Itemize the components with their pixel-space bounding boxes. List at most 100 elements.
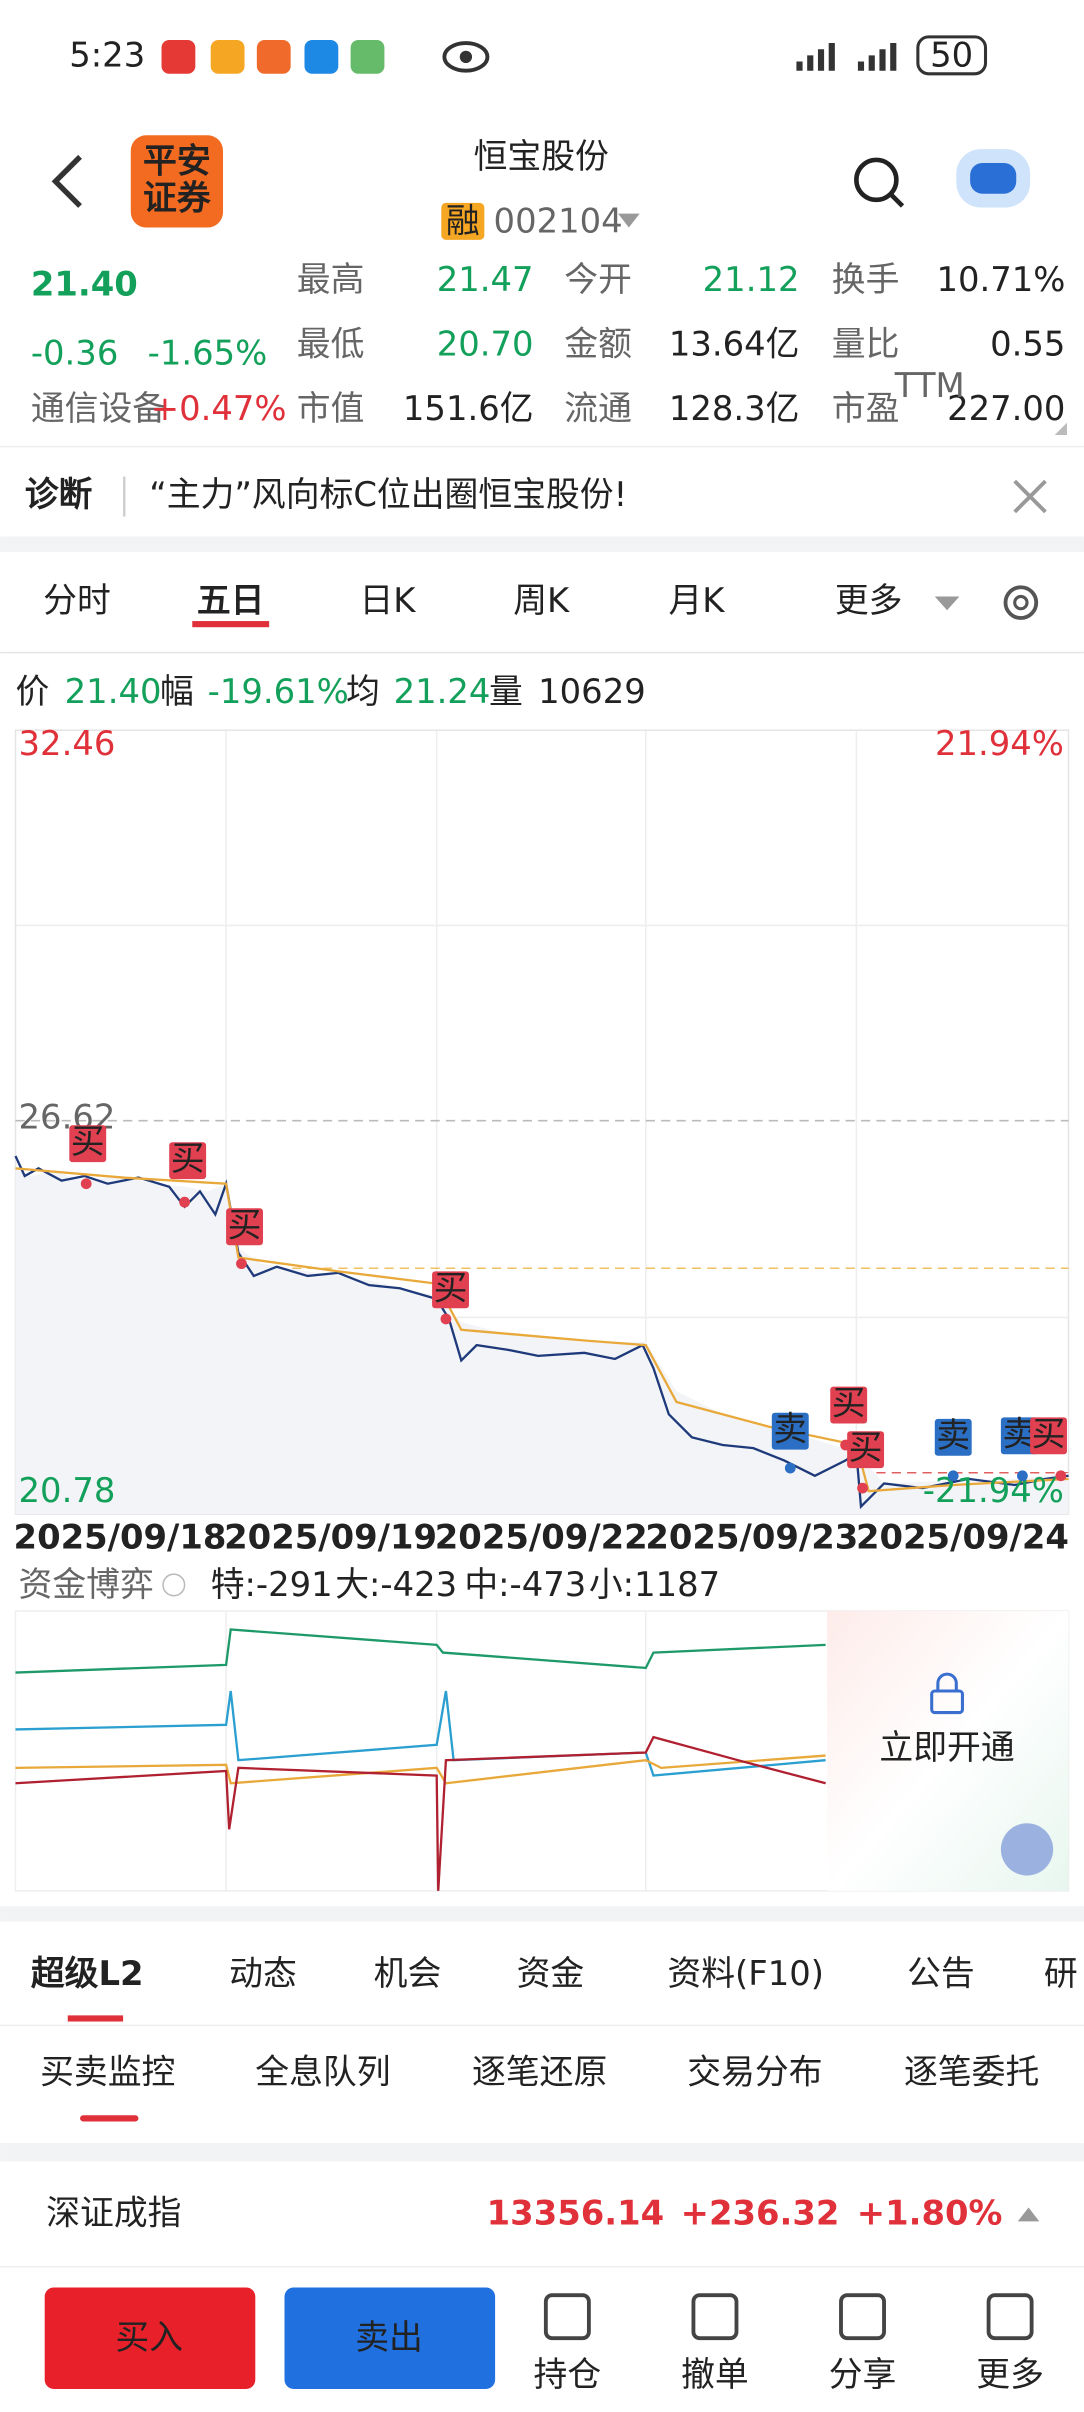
logo-text: 平安 [143,141,211,180]
tool-label[interactable]: 分享 [829,2355,897,2394]
divider [0,2265,1084,2268]
sub-tab[interactable]: 买卖监控 [40,2052,175,2091]
chart-tab[interactable]: 五日 [197,581,265,620]
signal-dot [784,1462,796,1474]
signal-label: 买 [228,1205,262,1244]
tool-icon [691,2293,739,2341]
axis-min-pct: -21.94% [923,1471,1064,1510]
tool-label[interactable]: 持仓 [534,2355,602,2394]
signal-dot [80,1178,92,1190]
search-icon[interactable] [854,157,899,203]
section-tab[interactable]: 资金 [517,1954,585,1993]
divider [0,651,1084,654]
sell-label: 卖出 [355,2318,423,2357]
index-value: 13356.14 [487,2194,665,2233]
fund-legend: 大:-423 [335,1565,457,1604]
chart-tab[interactable]: 周K [513,581,570,620]
divider [0,445,1084,448]
stat-value: 10.71% [937,260,1066,299]
stat-value: 151.6亿 [403,389,534,428]
expand-corner[interactable] [1054,422,1067,436]
date-label: 2025/09/23 [645,1517,858,1556]
section-tab[interactable]: 资料(F10) [667,1954,823,1993]
back-button[interactable] [51,154,82,208]
stat-value: 128.3亿 [669,389,800,428]
sell-button[interactable] [284,2287,496,2389]
index-name: 深证成指 [46,2194,181,2233]
signal-dot [857,1482,868,1494]
stat-label: 量比 [832,324,900,363]
diagnosis-label: 诊断 [25,475,93,514]
info-label: 均 [346,672,380,711]
eye-icon [442,41,490,73]
special-flow-line [15,1735,826,1891]
signal-badge [934,1418,972,1456]
section-tab[interactable]: 动态 [229,1954,297,1993]
info-icon[interactable] [162,1573,186,1597]
stat-label: 换手 [832,260,900,299]
sector-change: +0.47% [151,389,287,428]
dropdown-icon [934,596,960,611]
diagnosis-text[interactable]: “主力”风向标C位出圈恒宝股份! [149,475,627,514]
section-tab[interactable]: 机会 [374,1954,442,1993]
signal-badge [847,1431,885,1469]
sub-tab[interactable]: 逐笔委托 [904,2052,1039,2091]
date-label: 2025/09/24 [856,1517,1069,1556]
fullscreen-button[interactable] [1000,1823,1054,1876]
app-icon [256,39,291,74]
date-label: 2025/09/18 [14,1517,227,1556]
stat-value: 21.47 [437,260,534,299]
tool-icon [986,2293,1034,2341]
chart-tab[interactable]: 日K [360,581,417,620]
grid-line [15,730,1069,1515]
info-label: 价 [15,672,49,711]
app-icon [304,39,339,74]
chart-tab[interactable]: 分时 [43,581,111,620]
tool-label[interactable]: 撤单 [681,2355,749,2394]
info-label: 量 [489,672,523,711]
index-pct: +1.80% [857,2194,1003,2233]
chart-tab[interactable]: 月K [668,581,725,620]
signal-badge [432,1271,469,1309]
stat-value: 20.70 [437,324,534,363]
sub-tab[interactable]: 交易分布 [687,2052,822,2091]
margin-tag-text: 融 [446,201,480,240]
app-icon [350,39,385,74]
large-flow-line [15,1754,826,1785]
axis-max: 32.46 [19,724,116,763]
info-value: 10629 [538,672,646,711]
tab-indicator [192,621,270,628]
unlock-button[interactable]: 立即开通 [879,1728,1014,1767]
dropdown-icon[interactable] [618,213,640,228]
buy-button[interactable] [44,2287,256,2389]
section-tab[interactable]: 公告 [907,1954,975,1993]
section-tab[interactable]: 研 [1044,1954,1078,1993]
signal-badge [1030,1417,1067,1455]
tool-label[interactable]: 更多 [976,2355,1044,2394]
index-change: +236.32 [681,2194,840,2233]
lock-icon [936,1672,958,1692]
signal-label: 买 [849,1428,883,1467]
price-change: -0.36 [31,334,119,373]
stat-label: 金额 [564,324,632,363]
small-flow-line [15,1628,826,1674]
margin-tag [441,202,485,240]
settings-icon [1013,594,1029,611]
expand-icon[interactable] [1017,2207,1040,2222]
settings-icon[interactable] [1003,585,1039,620]
info-value: 21.24 [394,672,491,711]
stat-label: 最高 [297,260,365,299]
app-icon [210,39,245,74]
signal-label: 买 [71,1122,105,1161]
sub-tab[interactable]: 逐笔还原 [472,2052,607,2091]
signal-icon [796,43,897,71]
signal-badge [830,1386,868,1424]
lock-icon [930,1689,964,1715]
sub-tab[interactable]: 全息队列 [255,2052,390,2091]
chart-tab[interactable]: 更多 [835,581,903,620]
close-button[interactable] [1013,479,1047,514]
section-tab[interactable]: 超级L2 [31,1954,144,1993]
tab-indicator [80,2115,139,2122]
separator [0,1906,1084,1922]
